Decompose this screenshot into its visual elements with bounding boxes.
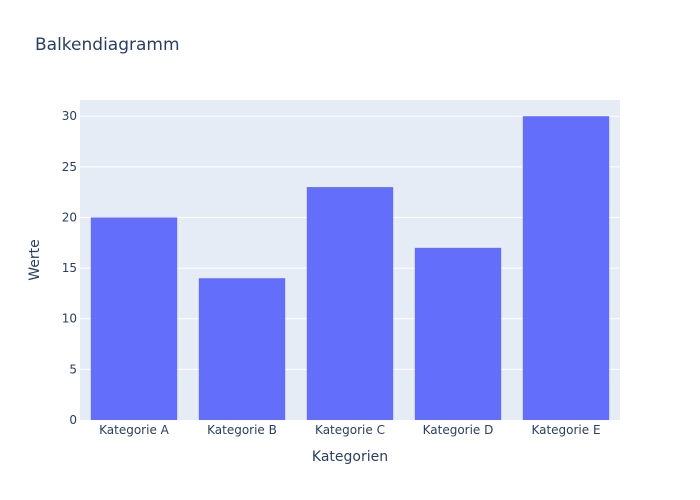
y-tick-label: 5 xyxy=(69,362,77,376)
x-tick-label: Kategorie D xyxy=(423,423,494,437)
y-tick-label: 25 xyxy=(62,160,77,174)
bar-kategorie-c[interactable] xyxy=(306,187,394,420)
x-tick-label: Kategorie B xyxy=(207,423,277,437)
y-tick-label: 30 xyxy=(62,109,77,123)
bar-kategorie-d[interactable] xyxy=(414,247,502,420)
y-axis-title: Werte xyxy=(27,239,43,281)
x-axis-title: Kategorien xyxy=(312,449,388,465)
chart-title: Balkendiagramm xyxy=(35,35,180,55)
x-tick-label: Kategorie E xyxy=(531,423,600,437)
bar-kategorie-b[interactable] xyxy=(198,278,286,420)
bar-kategorie-a[interactable] xyxy=(90,217,178,420)
x-axis-ticks: Kategorie A Kategorie B Kategorie C Kategor… xyxy=(99,423,600,437)
y-tick-label: 0 xyxy=(69,413,77,427)
y-tick-label: 20 xyxy=(62,210,77,224)
x-tick-label: Kategorie C xyxy=(315,423,385,437)
y-tick-label: 15 xyxy=(62,261,77,275)
y-axis-ticks: 0 5 10 15 20 25 30 xyxy=(62,109,77,427)
y-tick-label: 10 xyxy=(62,312,77,326)
bars xyxy=(90,116,610,421)
bar-kategorie-e[interactable] xyxy=(522,116,610,421)
x-tick-label: Kategorie A xyxy=(99,423,170,437)
